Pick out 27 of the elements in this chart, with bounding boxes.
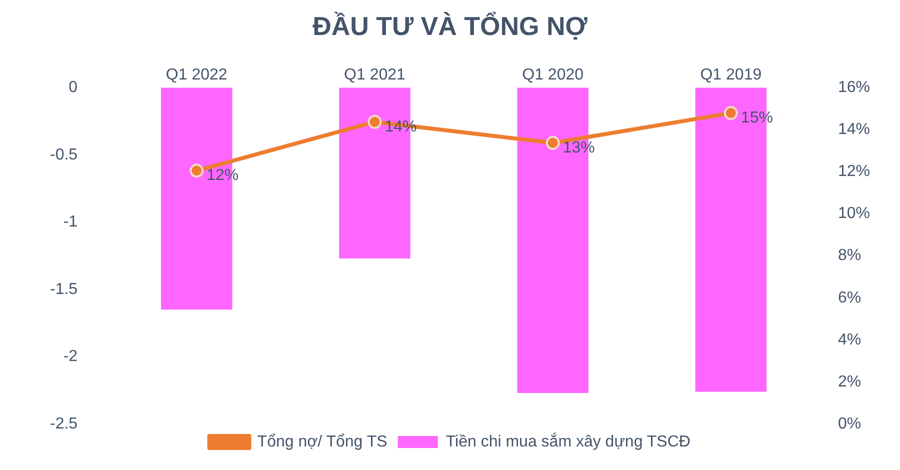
y2-tick-label: 12% [838, 163, 870, 180]
point [546, 136, 560, 150]
x-tick-label: Q1 2021 [344, 66, 406, 84]
chart-title: ĐẦU TƯ VÀ TỔNG NỢ [312, 10, 588, 43]
y2-tick-label: 0% [838, 415, 862, 432]
point [724, 106, 738, 120]
y2-tick-label: 10% [838, 205, 870, 222]
x-tick-label: Q1 2020 [522, 66, 584, 84]
y-tick-label: -0.5 [50, 146, 78, 164]
x-tick-label: Q1 2019 [700, 66, 762, 84]
x-tick-label: Q1 2022 [166, 66, 228, 84]
point [190, 164, 204, 178]
point [368, 114, 382, 129]
y2-tick-label: 16% [838, 79, 870, 96]
y-tick-label: 0 [68, 79, 78, 96]
y2-tick-label: 2% [838, 373, 862, 390]
y-tick-label: -2.5 [50, 415, 78, 432]
y2-tick-label: 14% [838, 121, 870, 138]
legend-label: Tổng nợ/ Tổng TS [257, 433, 388, 450]
y-tick-label: -1 [63, 214, 78, 231]
data-label: 14% [384, 118, 417, 136]
legend-label: Tiền chi mua sắm xây dựng TSCĐ [446, 432, 690, 450]
y2-tick-label: 4% [838, 331, 862, 348]
y-tick-label: -2 [63, 348, 78, 366]
y2-tick-label: 8% [838, 247, 862, 264]
y2-tick-label: 6% [838, 289, 862, 306]
y-tick-label: -1.5 [50, 280, 78, 298]
